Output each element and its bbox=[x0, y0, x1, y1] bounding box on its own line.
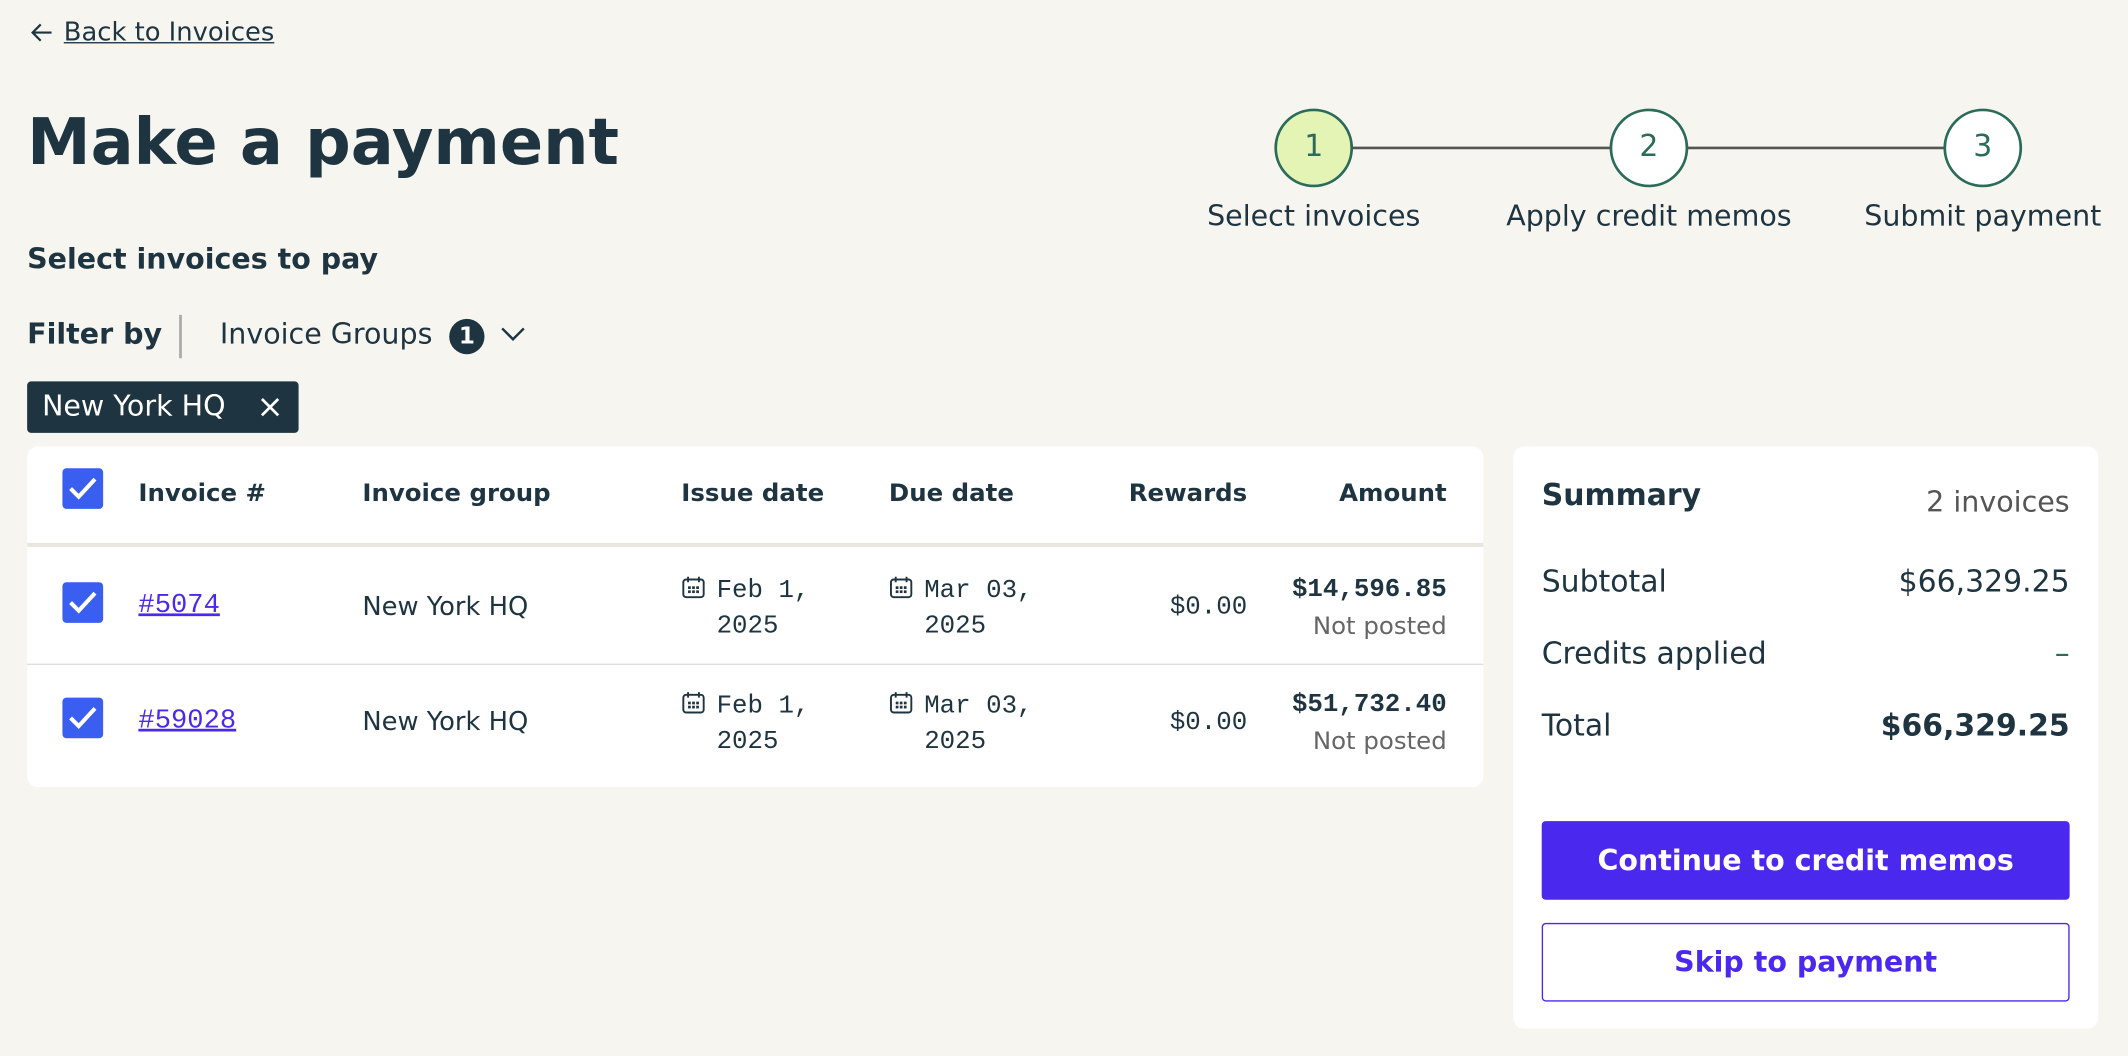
summary-value: $66,329.25 bbox=[1880, 709, 2070, 744]
summary-count: 2 invoices bbox=[1926, 485, 2070, 519]
filter-label: Filter by bbox=[27, 317, 163, 351]
filter-dropdown[interactable]: Invoice Groups bbox=[219, 317, 433, 351]
invoice-link[interactable]: #5074 bbox=[138, 590, 220, 622]
amount: $14,596.85 bbox=[1291, 574, 1447, 604]
summary-label: Subtotal bbox=[1541, 565, 1667, 600]
back-arrow bbox=[31, 23, 52, 42]
primary-button[interactable]: Continue to credit memos bbox=[1541, 821, 2070, 900]
date-text: Mar 03, 2025 bbox=[924, 575, 1033, 641]
filter-count: 1 bbox=[449, 318, 485, 355]
date-text: Mar 03, 2025 bbox=[924, 690, 1033, 756]
page-title: Make a payment bbox=[27, 105, 620, 181]
rewards: $0.00 bbox=[1169, 591, 1248, 622]
date-text: Feb 1, 2025 bbox=[716, 690, 810, 756]
rewards: $0.00 bbox=[1169, 707, 1248, 737]
table-row: #59028 New York HQ Feb 1, 2025 Mar 03, 2025… bbox=[27, 662, 1483, 780]
summary-value: $66,329.25 bbox=[1898, 565, 2070, 600]
row-checkbox[interactable] bbox=[62, 582, 104, 623]
status: Not posted bbox=[1312, 612, 1447, 641]
check bbox=[69, 707, 97, 730]
summary-label: Total bbox=[1541, 709, 1612, 744]
calendar-icon bbox=[682, 576, 705, 599]
filter-chip[interactable]: New York HQ bbox=[27, 381, 299, 433]
chip-remove[interactable] bbox=[260, 398, 280, 417]
chevron[interactable] bbox=[501, 326, 525, 342]
column-header: Invoice # bbox=[138, 479, 267, 508]
step-label: Select invoices bbox=[1207, 199, 1421, 233]
summary-card: Summary 2 invoices Subtotal $66,329.25 Cr… bbox=[1513, 446, 2099, 1029]
row-checkbox[interactable] bbox=[62, 697, 104, 739]
step-number: 2 bbox=[1639, 130, 1659, 165]
summary-row: Subtotal $66,329.25 bbox=[1542, 566, 2070, 600]
date-cell: Mar 03, 2025 bbox=[889, 688, 1065, 769]
calendar-icon bbox=[890, 576, 913, 599]
step-label: Apply credit memos bbox=[1506, 199, 1792, 233]
chip-label: New York HQ bbox=[42, 389, 226, 423]
date-text: Feb 1, 2025 bbox=[716, 575, 810, 641]
summary-row: Total $66,329.25 bbox=[1542, 710, 2070, 744]
table-row: #5074 New York HQ Feb 1, 2025 Mar 03, 2025 $… bbox=[27, 547, 1484, 665]
summary-label: Credits applied bbox=[1541, 637, 1767, 672]
secondary-button[interactable]: Skip to payment bbox=[1541, 922, 2070, 1002]
status: Not posted bbox=[1312, 727, 1447, 756]
invoice-group: New York HQ bbox=[362, 707, 529, 737]
step-number: 1 bbox=[1304, 130, 1324, 165]
step-number: 3 bbox=[1973, 130, 1993, 165]
column-header: Issue date bbox=[681, 479, 825, 508]
summary-row: Credits applied – bbox=[1542, 638, 2070, 672]
select-all-checkbox[interactable] bbox=[62, 468, 104, 509]
column-header: Rewards bbox=[1128, 479, 1248, 508]
column-header: Amount bbox=[1339, 479, 1447, 508]
section-title: Select invoices to pay bbox=[27, 242, 379, 276]
calendar-icon bbox=[682, 692, 705, 714]
column-header: Due date bbox=[888, 479, 1014, 508]
invoice-table: Invoice # Invoice group Issue date Due d… bbox=[27, 446, 1484, 788]
date-cell: Feb 1, 2025 bbox=[681, 573, 857, 654]
date-cell: Feb 1, 2025 bbox=[681, 688, 857, 769]
back-link[interactable]: Back to Invoices bbox=[63, 17, 275, 48]
header-border bbox=[27, 542, 1484, 547]
step-label: Submit payment bbox=[1864, 199, 2102, 233]
divider bbox=[179, 314, 182, 359]
summary-title: Summary bbox=[1541, 479, 1702, 513]
column-header: Invoice group bbox=[362, 479, 551, 508]
invoice-link[interactable]: #59028 bbox=[138, 705, 237, 737]
stepper bbox=[1274, 108, 2023, 188]
amount: $51,732.40 bbox=[1291, 689, 1447, 720]
date-cell: Mar 03, 2025 bbox=[889, 573, 1065, 654]
calendar-icon bbox=[890, 692, 913, 714]
summary-value: – bbox=[2054, 637, 2070, 672]
invoice-group: New York HQ bbox=[362, 591, 529, 622]
check bbox=[69, 591, 97, 614]
